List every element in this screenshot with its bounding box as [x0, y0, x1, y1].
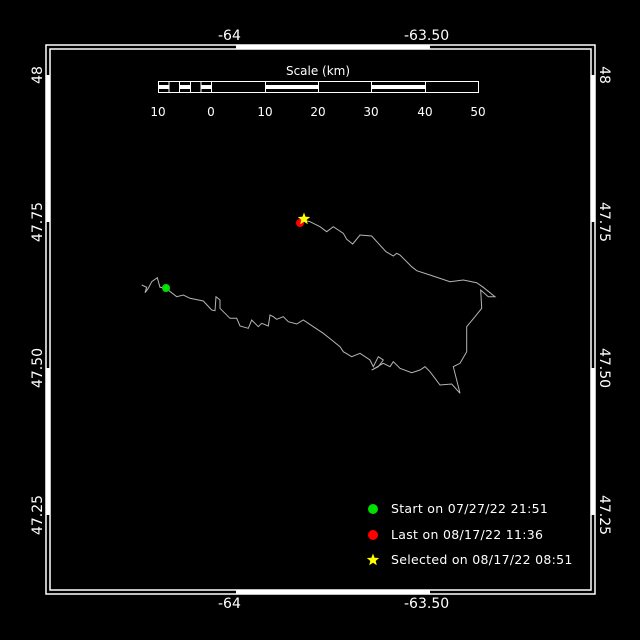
lat-label-left-4725: 47.25: [30, 494, 46, 536]
scale-tick: 10: [150, 105, 166, 119]
lon-label-top-2: -63.50: [404, 28, 450, 44]
lat-label-left-4750: 47.50: [30, 347, 46, 389]
lon-label-bottom-1: -64: [218, 596, 241, 612]
legend-start-label: Start on 07/27/22 21:51: [391, 501, 549, 516]
start-marker[interactable]: [162, 284, 170, 292]
lat-label-right-4750: 47.50: [596, 347, 612, 389]
lat-label-right-4775: 47.75: [596, 201, 612, 243]
scale-tick: 30: [363, 105, 379, 119]
scale-bar-fills: [158, 85, 425, 89]
drifter-track: [141, 219, 497, 394]
scale-tick: 0: [207, 105, 215, 119]
legend-star-icon: [366, 553, 380, 566]
legend-last-label: Last on 08/17/22 11:36: [391, 527, 544, 542]
legend-start-icon: [368, 504, 378, 514]
selected-marker[interactable]: [297, 212, 311, 225]
lon-label-bottom-2: -63.50: [404, 596, 450, 612]
lat-label-left-4775: 47.75: [30, 201, 46, 243]
lat-label-left-48: 48: [30, 66, 46, 84]
lat-label-right-48: 48: [596, 66, 612, 84]
scale-tick: 10: [257, 105, 273, 119]
scale-tick: 50: [470, 105, 486, 119]
legend-last-icon: [368, 530, 378, 540]
scale-tick: 40: [417, 105, 433, 119]
scale-tick: 20: [310, 105, 326, 119]
legend-selected-label: Selected on 08/17/22 08:51: [391, 552, 573, 567]
lat-label-right-4725: 47.25: [596, 494, 612, 536]
frame-graduations: [46, 45, 595, 594]
lon-label-top-1: -64: [218, 28, 241, 44]
scale-title: Scale (km): [285, 64, 351, 78]
